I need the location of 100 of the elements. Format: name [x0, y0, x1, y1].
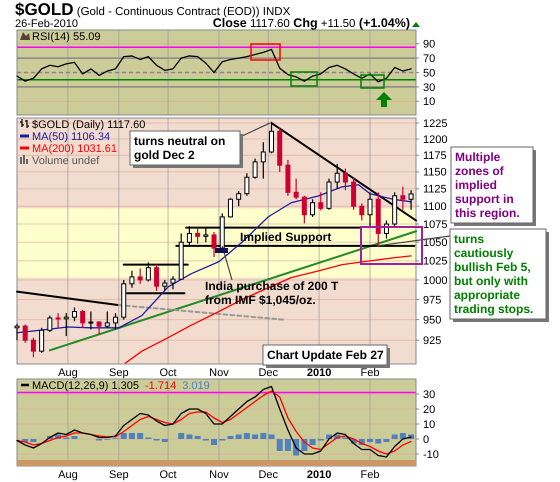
y-tick-label: 30 [423, 82, 436, 94]
annotation: turns neutral on gold Dec 2 [134, 134, 226, 162]
bar [284, 439, 291, 451]
candlestick [96, 320, 102, 336]
x-tick-label: Sep [109, 469, 129, 481]
y-tick-label: 50 [423, 67, 436, 80]
text: Multiple zones of implied support in this region. [455, 150, 520, 220]
x-tick-label: Sep [109, 367, 129, 379]
chart-title: $GOLD (Gold - Continuous Contract (EOD)) INDX [15, 0, 291, 19]
candlestick [342, 168, 348, 191]
candlestick [80, 309, 86, 328]
bar [128, 433, 135, 439]
y-tick-label: 950 [423, 314, 442, 326]
y-tick-label: 30 [423, 388, 436, 401]
y-tick-label: 1225 [423, 118, 448, 130]
candlestick [22, 324, 28, 344]
bar [268, 434, 275, 439]
annotation: turns cautiously bullish Feb 5, but only with appropriate trading stops. [454, 232, 534, 316]
bar [392, 434, 398, 439]
candlestick [334, 163, 340, 190]
line-series [16, 48, 412, 83]
bar [252, 434, 258, 439]
candlestick [138, 268, 143, 284]
candlestick [408, 190, 414, 210]
candlestick [14, 323, 20, 341]
candlestick [260, 142, 266, 180]
bar [30, 439, 36, 442]
bar [236, 434, 242, 439]
bar [178, 433, 184, 439]
x-tick-label: Oct [160, 469, 177, 481]
candlestick [47, 314, 52, 333]
y-tick-label: 975 [423, 294, 442, 306]
y-tick-label: 1075 [423, 218, 448, 231]
candlestick [310, 198, 316, 218]
candlestick [236, 190, 242, 207]
candlestick [318, 192, 324, 212]
candlestick [113, 312, 118, 330]
y-tick-label: 1125 [423, 184, 447, 196]
x-tick-label: Oct [160, 367, 177, 379]
x-tick-label: Feb [360, 469, 380, 481]
text: 3.019 [182, 380, 210, 392]
text: RSI(14) 55.09 [32, 31, 100, 43]
x-tick-label: 2010 [306, 469, 332, 481]
y-tick-label: 925 [423, 335, 442, 348]
x-tick-label: Nov [209, 367, 230, 379]
candlestick [252, 158, 258, 180]
chart-subtitle: 26-Feb-2010 [15, 18, 78, 30]
bar [383, 439, 390, 442]
bar [260, 433, 266, 439]
y-tick-label: 0 [423, 434, 430, 446]
bar [244, 433, 250, 439]
x-tick-label: Nov [209, 469, 230, 481]
bar [186, 434, 192, 439]
legend-label: $GOLD (Daily) 1117.60 [32, 119, 146, 131]
y-tick-label: 1200 [423, 134, 448, 146]
candlestick [72, 306, 77, 322]
bar [310, 439, 316, 445]
y-tick-label: -10 [423, 448, 439, 461]
bar [194, 436, 201, 439]
y-tick-label: 10 [423, 418, 436, 431]
bar [375, 439, 382, 444]
bar [162, 439, 168, 442]
candlestick [129, 270, 134, 288]
y-tick-label: 90 [423, 38, 436, 51]
y-tick-label: 1000 [423, 274, 448, 287]
candlestick [30, 337, 36, 358]
y-tick-label: 70 [423, 52, 436, 65]
candlestick [56, 312, 61, 328]
x-tick-label: Feb [360, 367, 380, 379]
x-tick-label: Aug [58, 367, 78, 379]
x-tick-label: Dec [258, 469, 279, 481]
text: -1.714 [145, 380, 176, 392]
y-tick-label: 10 [423, 96, 436, 108]
bar [227, 436, 234, 439]
annotation: Volume undef [32, 155, 100, 167]
x-tick-label: Dec [258, 367, 279, 379]
annotation: Chart Update Feb 27 [267, 348, 384, 362]
y-tick-label: 1050 [423, 237, 448, 250]
candlestick [400, 186, 406, 210]
bar [276, 439, 283, 451]
candlestick [39, 327, 44, 354]
bar [71, 436, 78, 439]
y-tick-label: 1150 [423, 166, 447, 179]
y-tick-label: 20 [423, 404, 436, 416]
line-series [124, 255, 412, 364]
y-tick-label: 1025 [423, 256, 448, 268]
legend-label: MA(200) 1031.61 [32, 143, 117, 155]
y-tick-label: 1100 [423, 201, 447, 214]
legend-label: MACD(12,26,9) 1.305 [32, 380, 139, 392]
candlestick [359, 202, 364, 222]
annotation: Close 1117.60 Chg +11.50 (+1.04%) [212, 16, 410, 30]
legend-label: MA(50) 1106.34 [32, 131, 110, 143]
candlestick [294, 178, 299, 200]
candlestick [244, 172, 250, 196]
x-tick-label: Aug [58, 469, 78, 481]
candlestick [88, 310, 94, 330]
y-tick-label: 1175 [423, 150, 447, 162]
candlestick [154, 264, 160, 292]
bar [211, 439, 218, 445]
candlestick [212, 231, 217, 258]
